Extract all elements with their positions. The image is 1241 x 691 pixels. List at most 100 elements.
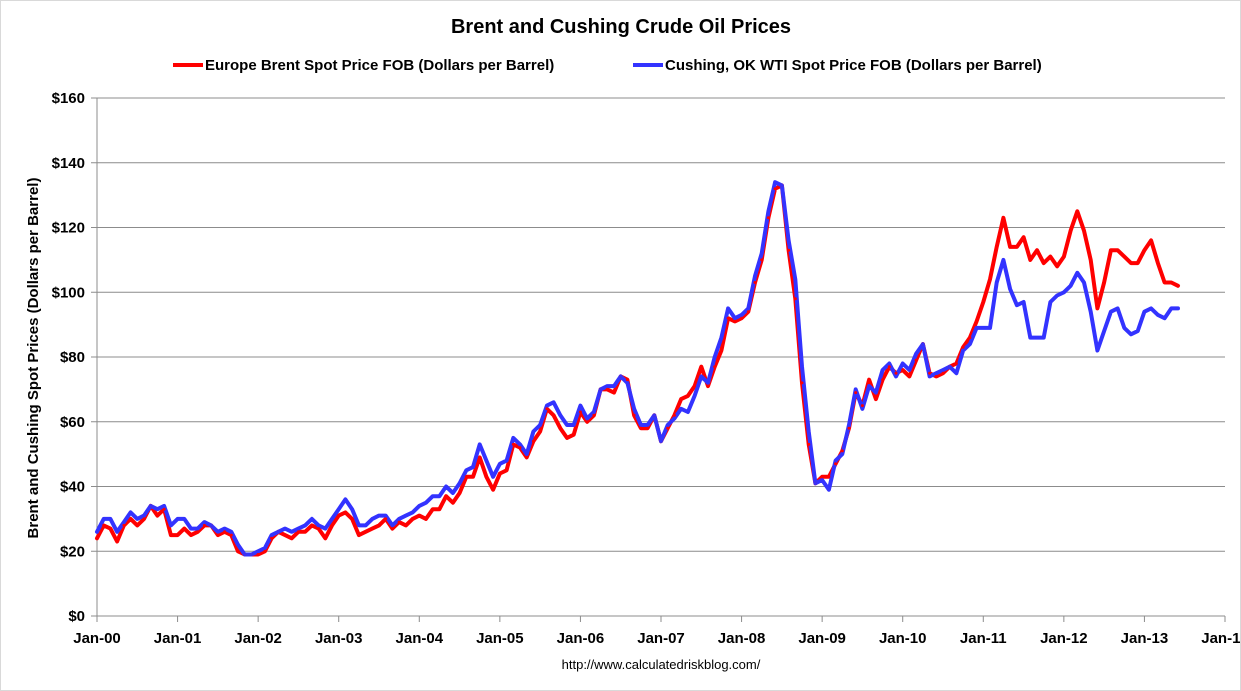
data-point bbox=[578, 410, 582, 414]
data-point bbox=[659, 439, 663, 443]
y-tick-label: $80 bbox=[60, 349, 85, 366]
data-point bbox=[518, 446, 522, 450]
data-point bbox=[585, 417, 589, 420]
data-point bbox=[646, 423, 650, 427]
data-point bbox=[122, 523, 126, 527]
data-point bbox=[491, 475, 495, 479]
data-point bbox=[961, 345, 965, 349]
data-point bbox=[625, 378, 629, 382]
data-point bbox=[95, 536, 99, 540]
data-point bbox=[108, 527, 112, 531]
data-point bbox=[424, 517, 428, 521]
data-point bbox=[827, 475, 831, 479]
x-tick-label: Jan-05 bbox=[476, 630, 524, 647]
data-point bbox=[451, 491, 455, 495]
data-point bbox=[605, 384, 609, 388]
data-point bbox=[578, 404, 582, 408]
data-point bbox=[303, 530, 307, 534]
data-point bbox=[343, 510, 347, 514]
data-point bbox=[854, 387, 858, 391]
data-point bbox=[773, 180, 777, 184]
data-point bbox=[693, 384, 697, 388]
data-point bbox=[1069, 229, 1073, 233]
data-point bbox=[1089, 258, 1093, 262]
data-point bbox=[424, 501, 428, 505]
data-point bbox=[901, 368, 905, 372]
data-point bbox=[961, 349, 965, 352]
data-point bbox=[256, 553, 260, 556]
data-point bbox=[1069, 284, 1073, 288]
data-point bbox=[290, 530, 294, 534]
data-point bbox=[988, 277, 992, 281]
data-point bbox=[632, 413, 636, 417]
data-point bbox=[350, 517, 354, 521]
data-point bbox=[471, 465, 475, 469]
data-point bbox=[901, 362, 905, 365]
data-point bbox=[129, 510, 133, 514]
series-line-1 bbox=[95, 180, 1180, 557]
data-point bbox=[793, 277, 797, 281]
data-point bbox=[1015, 245, 1019, 249]
data-point bbox=[1176, 306, 1180, 310]
data-point bbox=[122, 520, 126, 524]
data-point bbox=[565, 423, 569, 427]
data-point bbox=[323, 527, 327, 531]
data-point bbox=[350, 507, 354, 511]
data-point bbox=[585, 420, 589, 424]
y-tick-label: $40 bbox=[60, 479, 85, 496]
data-point bbox=[914, 358, 918, 362]
data-point bbox=[840, 449, 844, 453]
y-tick-label: $0 bbox=[68, 608, 85, 625]
data-point bbox=[202, 520, 206, 524]
plot-area: $0$20$40$60$80$100$120$140$160 Jan-00 Jan… bbox=[52, 90, 1240, 647]
data-point bbox=[491, 488, 495, 492]
data-point bbox=[256, 549, 260, 553]
data-point bbox=[565, 436, 569, 440]
data-point bbox=[296, 527, 300, 531]
data-point bbox=[639, 423, 643, 427]
data-point bbox=[558, 426, 562, 430]
data-point bbox=[666, 426, 670, 430]
data-point bbox=[498, 472, 502, 475]
data-point bbox=[176, 517, 180, 521]
y-axis-ticks: $0 $20 $40 $60 $80 $100 $120 $140 $160 bbox=[52, 90, 97, 625]
data-point bbox=[1163, 281, 1167, 284]
data-point bbox=[162, 507, 166, 511]
data-point bbox=[155, 514, 159, 518]
data-point bbox=[907, 374, 911, 378]
data-point bbox=[216, 530, 220, 534]
data-point bbox=[1048, 255, 1052, 259]
data-point bbox=[760, 251, 764, 255]
data-point bbox=[558, 413, 562, 417]
data-point bbox=[343, 497, 347, 501]
data-point bbox=[719, 349, 723, 352]
data-point bbox=[1042, 261, 1046, 265]
data-point bbox=[538, 430, 542, 433]
data-point bbox=[1075, 209, 1079, 213]
data-point bbox=[135, 523, 139, 527]
data-point bbox=[619, 374, 623, 378]
data-point bbox=[666, 423, 670, 427]
data-point bbox=[444, 494, 448, 498]
data-point bbox=[525, 455, 529, 459]
data-point bbox=[182, 527, 186, 531]
data-point bbox=[740, 316, 744, 320]
data-point bbox=[887, 362, 891, 365]
data-point bbox=[525, 452, 529, 456]
data-point bbox=[431, 507, 435, 511]
data-point bbox=[189, 527, 193, 531]
data-point bbox=[1095, 349, 1099, 352]
data-point bbox=[102, 523, 106, 527]
data-point bbox=[760, 258, 764, 262]
data-point bbox=[249, 553, 253, 556]
data-point bbox=[458, 481, 462, 485]
data-point bbox=[1156, 261, 1160, 265]
data-point bbox=[753, 274, 757, 278]
data-point bbox=[1109, 248, 1113, 252]
x-tick-label: Jan-13 bbox=[1121, 630, 1169, 647]
x-tick-label: Jan-14 bbox=[1201, 630, 1240, 647]
data-point bbox=[303, 523, 307, 527]
data-point bbox=[1122, 326, 1126, 330]
data-point bbox=[1156, 313, 1160, 317]
